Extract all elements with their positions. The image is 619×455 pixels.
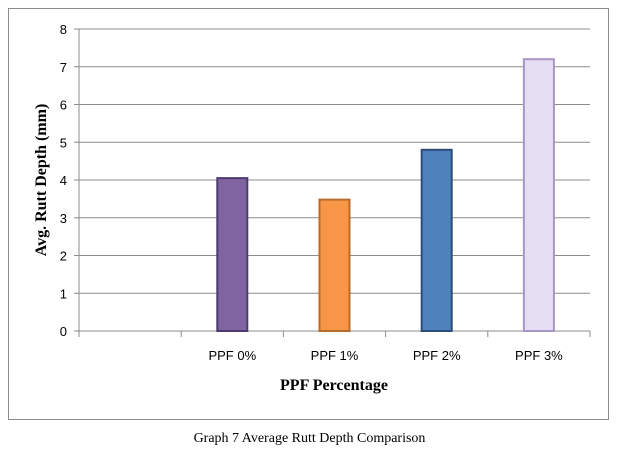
x-tick-label-1: PPF 0% <box>208 348 256 363</box>
y-tick-label-5: 5 <box>60 135 67 150</box>
y-tick-label-0: 0 <box>60 324 67 339</box>
y-axis-title: Avg. Rutt Depth (mm) <box>33 104 50 257</box>
bar-ppf-3 <box>522 58 555 332</box>
y-tick-label-7: 7 <box>60 60 67 75</box>
x-tick-label-3: PPF 2% <box>413 348 461 363</box>
bar-ppf-2 <box>420 148 453 332</box>
bar-ppf-0 <box>216 177 249 332</box>
x-axis-title: PPF Percentage <box>280 377 388 394</box>
tick-labels: 0 1 2 3 4 5 6 7 8 PPF 0% PPF 1% PPF 2% PPF 3% <box>60 22 563 363</box>
bar-chart: 0 1 2 3 4 5 6 7 8 PPF 0% PPF 1% PPF 2% PPF 3% PPF Pe… <box>33 22 591 394</box>
x-tick-label-4: PPF 3% <box>515 348 563 363</box>
y-tick-label-1: 1 <box>60 286 67 301</box>
y-tick-label-8: 8 <box>60 22 67 37</box>
axes <box>74 28 591 337</box>
y-tick-label-6: 6 <box>60 98 67 113</box>
chart-frame <box>8 8 609 420</box>
y-tick-label-3: 3 <box>60 211 67 226</box>
gridlines <box>79 28 590 332</box>
bars <box>216 58 555 332</box>
bar-ppf-1 <box>318 198 351 332</box>
figure-caption: Graph 7 Average Rutt Depth Comparison <box>193 431 426 446</box>
y-tick-label-2: 2 <box>60 249 67 264</box>
y-tick-label-4: 4 <box>60 173 67 188</box>
x-tick-label-2: PPF 1% <box>311 348 359 363</box>
